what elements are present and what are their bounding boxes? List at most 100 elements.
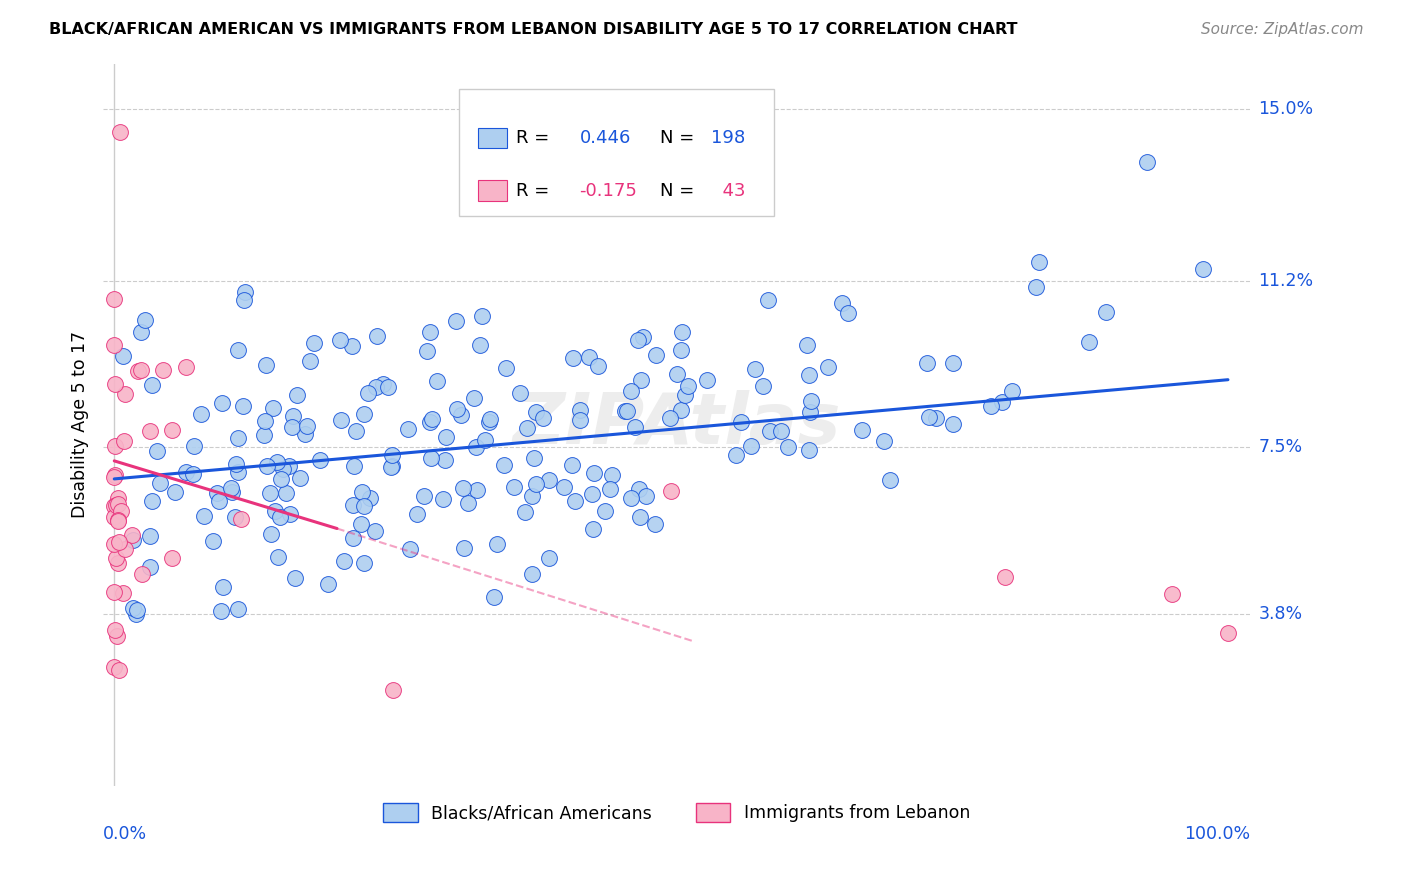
Point: [114, 386, 136, 401]
Point: [141, 494, 163, 508]
Point: [432, 492, 454, 507]
Point: [453, 541, 475, 556]
Point: [262, 401, 284, 415]
Point: [202, 533, 225, 548]
Point: [636, 489, 658, 503]
Point: [740, 439, 762, 453]
Point: [280, 507, 302, 521]
Point: [103, 500, 125, 514]
Point: [582, 466, 605, 480]
Point: [396, 422, 419, 436]
Point: [259, 486, 281, 500]
Point: [174, 359, 197, 374]
Point: [837, 305, 859, 319]
Point: [614, 404, 637, 418]
Point: [139, 559, 162, 574]
Point: [125, 602, 148, 616]
Point: [381, 458, 404, 473]
Text: BLACK/AFRICAN AMERICAN VS IMMIGRANTS FROM LEBANON DISABILITY AGE 5 TO 17 CORRELA: BLACK/AFRICAN AMERICAN VS IMMIGRANTS FRO…: [49, 22, 1018, 37]
Point: [516, 421, 538, 435]
Point: [125, 607, 148, 621]
Point: [288, 470, 311, 484]
Point: [380, 459, 402, 474]
Point: [103, 338, 125, 352]
Point: [799, 405, 821, 419]
Text: Source: ZipAtlas.com: Source: ZipAtlas.com: [1201, 22, 1364, 37]
Point: [104, 623, 127, 637]
Point: [103, 660, 125, 674]
Point: [537, 473, 560, 487]
Point: [994, 570, 1017, 584]
Point: [626, 333, 648, 347]
Point: [281, 409, 304, 423]
Point: [103, 584, 125, 599]
Point: [278, 458, 301, 473]
Point: [134, 313, 156, 327]
Text: R =: R =: [516, 129, 555, 147]
Point: [420, 411, 443, 425]
Point: [233, 285, 256, 300]
Point: [104, 498, 127, 512]
Point: [485, 536, 508, 550]
Point: [553, 480, 575, 494]
Point: [645, 348, 668, 362]
Text: 100.0%: 100.0%: [1184, 825, 1250, 843]
Point: [105, 629, 128, 643]
Point: [503, 481, 526, 495]
Point: [253, 414, 276, 428]
Point: [350, 485, 373, 500]
Point: [756, 293, 779, 307]
Point: [769, 425, 792, 439]
Point: [139, 528, 162, 542]
Point: [451, 481, 474, 495]
Point: [254, 359, 277, 373]
Text: 3.8%: 3.8%: [1258, 605, 1303, 624]
Point: [190, 407, 212, 421]
Point: [342, 531, 364, 545]
Point: [122, 601, 145, 615]
Point: [673, 388, 696, 402]
Point: [799, 443, 821, 458]
Point: [631, 330, 654, 344]
Point: [122, 533, 145, 548]
Point: [269, 509, 291, 524]
Point: [796, 338, 818, 352]
Point: [127, 364, 149, 378]
Point: [578, 350, 600, 364]
Point: [209, 604, 232, 618]
Point: [419, 451, 441, 466]
Point: [415, 344, 437, 359]
Point: [316, 577, 339, 591]
Point: [160, 551, 183, 566]
Point: [342, 498, 364, 512]
Point: [377, 380, 399, 394]
Point: [342, 339, 364, 353]
Point: [671, 325, 693, 339]
Point: [725, 448, 748, 462]
Point: [509, 385, 531, 400]
Point: [599, 482, 621, 496]
Point: [131, 567, 153, 582]
Point: [162, 423, 184, 437]
Point: [211, 396, 233, 410]
Point: [696, 373, 718, 387]
Point: [444, 314, 467, 328]
Text: 43: 43: [711, 182, 745, 200]
Point: [103, 509, 125, 524]
Point: [298, 354, 321, 368]
Text: ZIPAtlas: ZIPAtlas: [512, 391, 841, 459]
Point: [181, 467, 204, 482]
Point: [628, 483, 651, 497]
Point: [495, 361, 517, 376]
Point: [112, 434, 135, 448]
Point: [364, 524, 387, 538]
Point: [484, 591, 506, 605]
Point: [267, 549, 290, 564]
Point: [851, 423, 873, 437]
Point: [665, 368, 688, 382]
Point: [468, 338, 491, 352]
Point: [1025, 280, 1047, 294]
Point: [193, 508, 215, 523]
Point: [260, 527, 283, 541]
Point: [233, 293, 256, 307]
